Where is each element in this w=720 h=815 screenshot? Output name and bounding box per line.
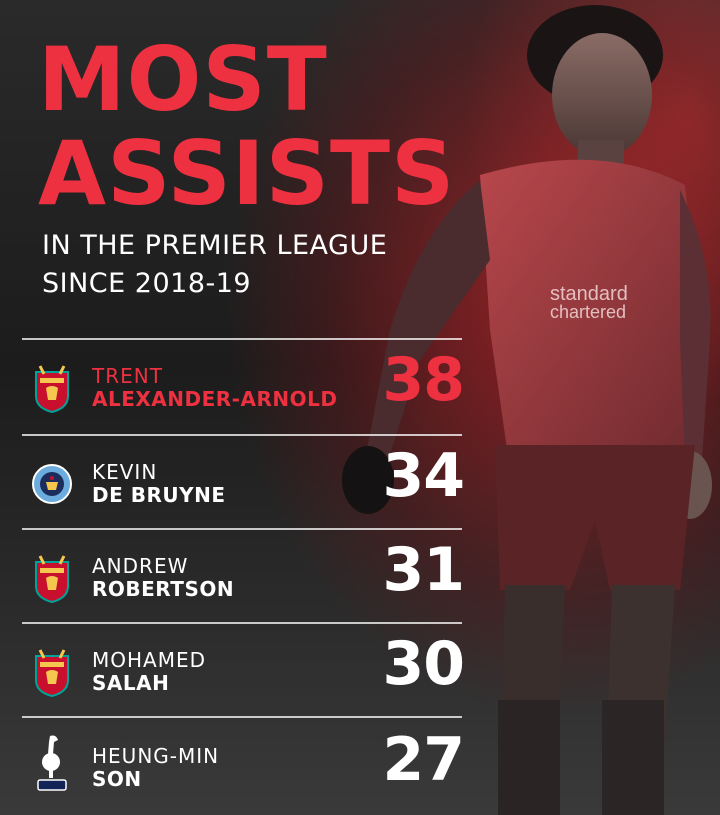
divider (22, 338, 462, 340)
player-row-son: HEUNG-MIN SON 27 (22, 722, 472, 814)
assists-count: 31 (382, 535, 465, 605)
title-line-1: MOST (38, 28, 328, 131)
manchester-city-crest-icon (32, 458, 72, 510)
player-last-name: ALEXANDER-ARNOLD (92, 387, 338, 411)
player-first-name: TRENT (92, 364, 163, 388)
player-last-name: SON (92, 767, 142, 791)
divider (22, 622, 462, 624)
player-first-name: KEVIN (92, 460, 158, 484)
svg-text:chartered: chartered (550, 302, 626, 322)
liverpool-crest-icon (32, 362, 72, 414)
divider (22, 434, 462, 436)
title-line-2: ASSISTS (38, 122, 456, 225)
player-last-name: SALAH (92, 671, 170, 695)
assists-count: 38 (382, 345, 465, 415)
player-photo: standard chartered (330, 0, 720, 815)
subtitle-line-1: IN THE PREMIER LEAGUE (42, 230, 388, 261)
player-row-robertson: ANDREW ROBERTSON 31 (22, 532, 472, 624)
divider (22, 716, 462, 718)
player-first-name: ANDREW (92, 554, 189, 578)
player-first-name: HEUNG-MIN (92, 744, 220, 768)
assists-count: 30 (382, 629, 465, 699)
player-first-name: MOHAMED (92, 648, 207, 672)
subtitle-line-2: SINCE 2018-19 (42, 268, 252, 299)
player-last-name: ROBERTSON (92, 577, 235, 601)
assists-count: 34 (382, 441, 465, 511)
tottenham-crest-icon (32, 732, 72, 796)
player-row-salah: MOHAMED SALAH 30 (22, 626, 472, 718)
divider (22, 528, 462, 530)
svg-text:standard: standard (550, 283, 628, 305)
liverpool-crest-icon (32, 646, 72, 698)
player-last-name: DE BRUYNE (92, 483, 226, 507)
player-row-alexander-arnold: TRENT ALEXANDER-ARNOLD 38 (22, 342, 472, 434)
assists-count: 27 (382, 725, 465, 795)
player-row-de-bruyne: KEVIN DE BRUYNE 34 (22, 438, 472, 530)
liverpool-crest-icon (32, 552, 72, 604)
